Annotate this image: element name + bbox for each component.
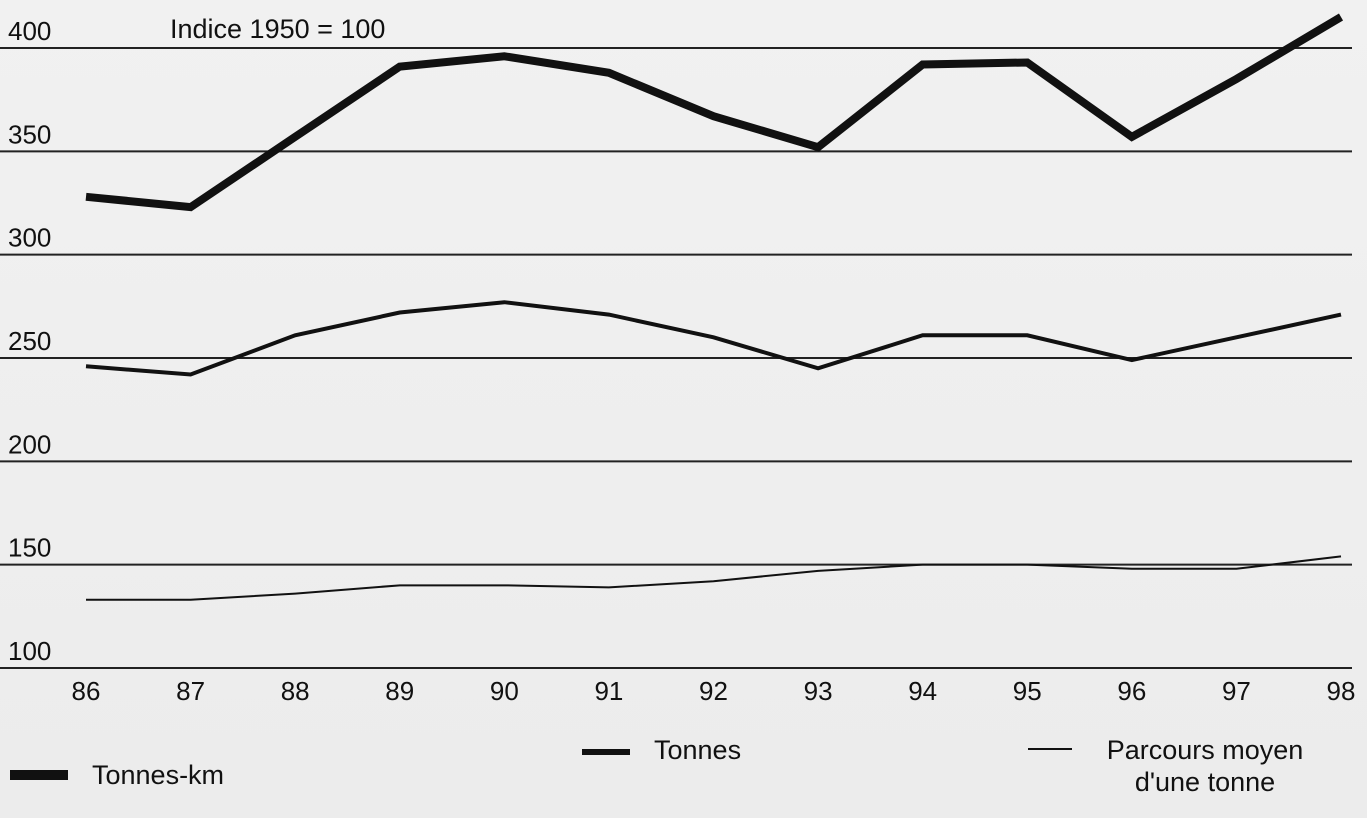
y-axis: 100 150 200 250 300 350 400 [8,16,51,666]
series-line-0 [85,13,1344,212]
x-tick-label-95: 95 [1013,676,1042,706]
x-axis: 86 87 88 89 90 91 92 93 94 95 96 97 98 [72,676,1356,706]
x-tick-label-96: 96 [1117,676,1146,706]
series-line-2 [86,555,1342,601]
x-tick-label-86: 86 [72,676,101,706]
series-layer [85,13,1344,601]
y-tick-label-400: 400 [8,16,51,46]
y-tick-label-350: 350 [8,119,51,149]
x-tick-label-90: 90 [490,676,519,706]
x-tick-label-98: 98 [1327,676,1356,706]
x-tick-label-97: 97 [1222,676,1251,706]
x-tick-label-92: 92 [699,676,728,706]
series-line-1 [85,300,1342,377]
y-tick-label-200: 200 [8,429,51,459]
grid-layer [0,47,1352,669]
y-tick-label-150: 150 [8,533,51,563]
x-tick-label-91: 91 [594,676,623,706]
y-tick-label-250: 250 [8,326,51,356]
x-tick-label-87: 87 [176,676,205,706]
y-tick-label-100: 100 [8,636,51,666]
y-tick-label-300: 300 [8,223,51,253]
x-tick-label-89: 89 [385,676,414,706]
x-tick-label-94: 94 [908,676,937,706]
x-tick-label-88: 88 [281,676,310,706]
x-tick-label-93: 93 [804,676,833,706]
chart-annotation: Indice 1950 = 100 [170,14,385,44]
